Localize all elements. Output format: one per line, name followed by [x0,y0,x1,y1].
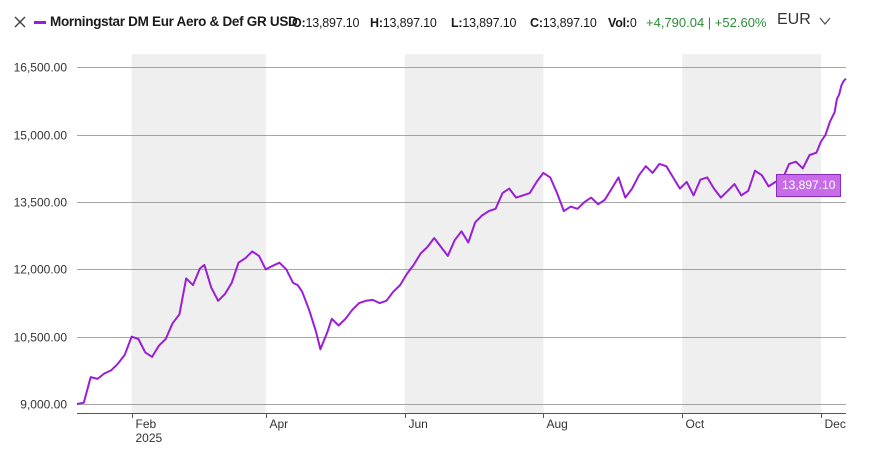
x-tick-label: Apr [270,417,289,431]
volume-value: Vol:0 [608,16,637,30]
change-value: +4,790.04 | +52.60% [646,15,767,30]
y-tick-label: 10,500.00 [14,331,68,345]
y-axis: 9,000.00 10,500.00 12,000.00 13,500.00 15,00… [14,61,68,412]
x-tick-label: Oct [686,417,705,431]
x-tick-label: Feb [136,417,157,431]
close-icon[interactable] [12,14,28,30]
x-tick-label: Dec [825,417,846,431]
open-value: O:13,897.10 [292,16,360,30]
y-tick-label: 9,000.00 [20,398,67,412]
month-bands [131,54,821,413]
legend-swatch [34,21,46,24]
month-band [682,54,821,413]
low-value: L:13,897.10 [451,16,517,30]
chevron-down-icon[interactable] [818,14,832,28]
y-tick-label: 16,500.00 [14,61,68,75]
close-value: C:13,897.10 [530,16,597,30]
y-tick-label: 12,000.00 [14,263,68,277]
series-title: Morningstar DM Eur Aero & Def GR USD [50,14,298,29]
x-tick-sublabel: 2025 [136,431,163,445]
high-value: H:13,897.10 [370,16,437,30]
month-band [131,54,266,413]
last-price-tag: 13,897.10 [776,174,842,198]
month-band [404,54,544,413]
y-tick-label: 15,000.00 [14,129,68,143]
price-line [76,77,847,405]
x-tick-label: Aug [547,417,568,431]
currency-selector[interactable]: EUR [777,11,811,28]
y-tick-label: 13,500.00 [14,196,68,210]
x-tick-label: Jun [409,417,428,431]
chart-header: Morningstar DM Eur Aero & Def GR USD O:1… [0,0,872,44]
